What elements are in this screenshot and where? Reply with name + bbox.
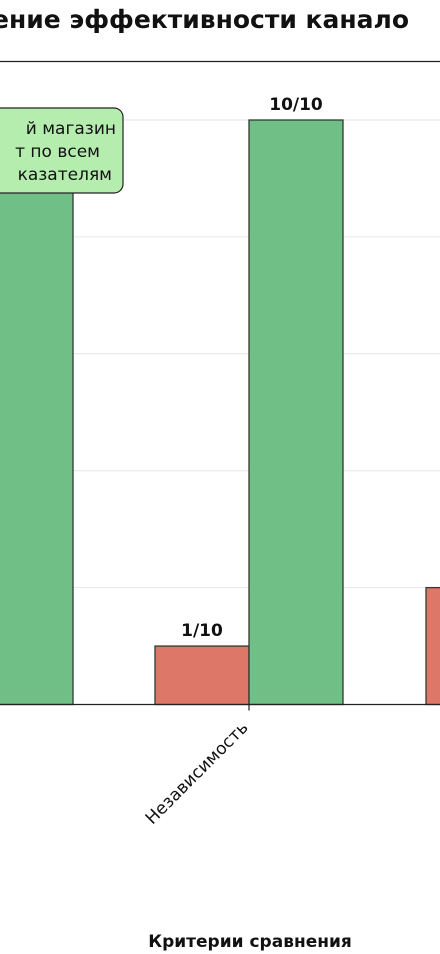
x-ticks: Независимость: [142, 704, 253, 829]
annotation-line-2: т по всем: [15, 142, 100, 162]
bar-red-2: [425, 586, 440, 706]
bar-green-1: [248, 119, 344, 706]
value-label: 10/10: [269, 95, 323, 115]
chart-title: ение эффективности канало: [0, 5, 409, 34]
x-axis-title: Критерии сравнения: [148, 932, 352, 952]
bar-red-1: [154, 645, 250, 706]
annotation-line-1: й магазин: [26, 119, 116, 139]
bars: [0, 119, 440, 706]
annotation-box: й магазин т по всем казателям: [0, 107, 124, 194]
annotation-line-3: казателям: [18, 165, 112, 185]
bar-green-0: [0, 177, 74, 706]
x-tick-label: Независимость: [142, 718, 253, 829]
value-label: 1/10: [181, 621, 223, 641]
annotation-background: [0, 107, 124, 194]
